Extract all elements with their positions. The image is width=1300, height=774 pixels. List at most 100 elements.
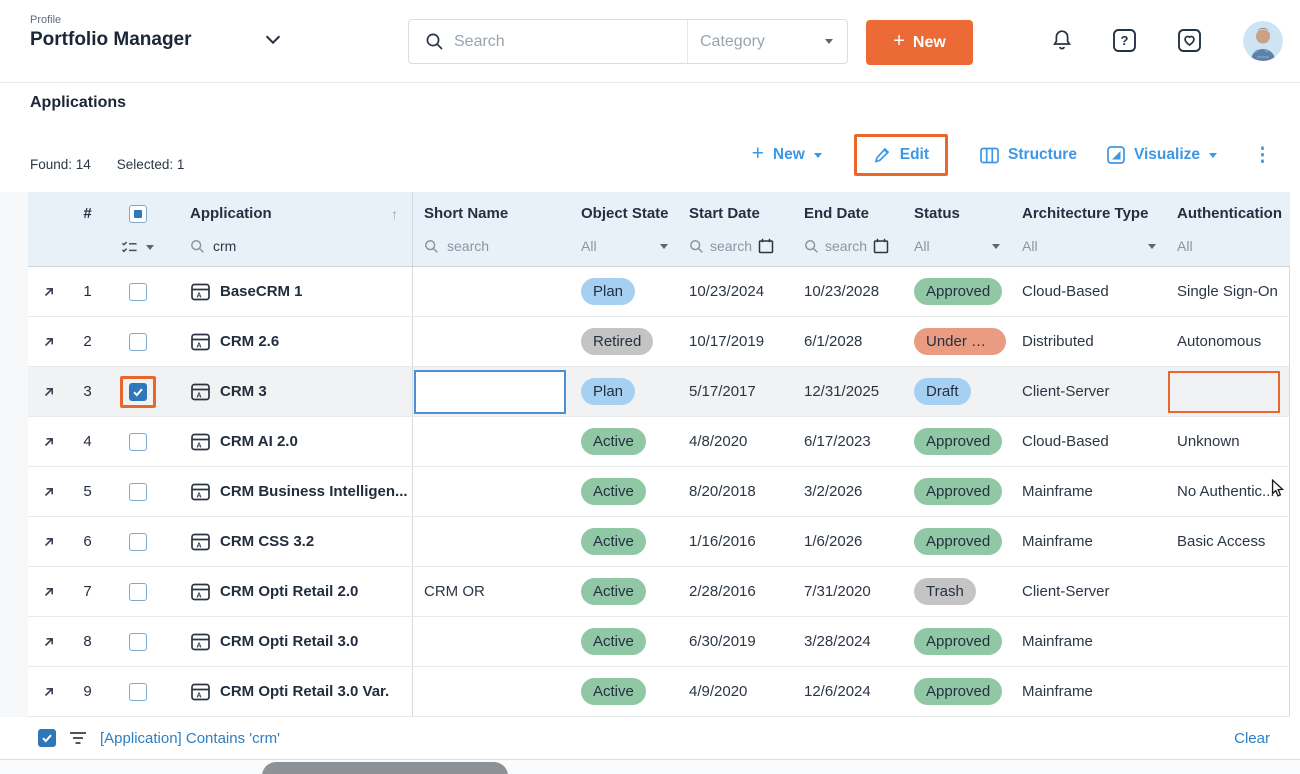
status-cell[interactable]: Approved [905,467,1012,516]
header-start-date[interactable]: Start Date search [680,192,795,266]
table-row[interactable]: 1 A BaseCRM 1 Plan 10/23/2024 10/23/2028 Appro… [28,267,1290,317]
visualize-button[interactable]: Visualize [1107,146,1217,164]
chevron-down-icon[interactable] [262,28,284,50]
profile-switcher[interactable]: Profile Portfolio Manager [30,14,192,51]
open-fact-sheet-icon[interactable] [28,567,70,616]
end-date-cell[interactable]: 12/31/2025 [804,383,880,400]
open-fact-sheet-icon[interactable] [28,617,70,666]
start-date-cell[interactable]: 2/28/2016 [689,583,756,600]
architecture-type-cell[interactable]: Mainframe [1022,683,1093,700]
start-date-cell[interactable]: 4/9/2020 [689,683,748,700]
open-fact-sheet-icon[interactable] [28,517,70,566]
start-date-cell[interactable]: 5/17/2017 [689,383,756,400]
start-date-filter[interactable]: search [689,238,795,254]
end-date-cell[interactable]: 10/23/2028 [804,283,880,300]
table-row[interactable]: 4 A CRM AI 2.0 Active 4/8/2020 6/17/2023 Appro… [28,417,1290,467]
application-cell[interactable]: A CRM 2.6 [170,317,413,366]
end-date-filter[interactable]: search [804,238,905,254]
clear-filter-button[interactable]: Clear [1234,729,1270,747]
object-state-cell[interactable]: Active [567,417,680,466]
architecture-type-cell[interactable]: Mainframe [1022,483,1093,500]
short-name-cell[interactable] [413,267,567,316]
architecture-type-cell[interactable]: Cloud-Based [1022,433,1109,450]
architecture-type-filter[interactable]: All [1022,238,1156,254]
row-checkbox[interactable] [128,482,147,501]
header-status[interactable]: Status All [905,192,1012,266]
end-date-cell[interactable]: 1/6/2026 [804,533,863,550]
row-select-cell[interactable] [105,617,170,666]
header-application[interactable]: Application ↑ crm [170,192,413,266]
whats-new-heart-icon[interactable] [1177,28,1202,53]
short-name-input[interactable] [414,370,566,414]
application-name[interactable]: CRM Opti Retail 3.0 Var. [220,683,390,700]
calendar-icon[interactable] [758,238,774,254]
object-state-cell[interactable]: Active [567,567,680,616]
application-cell[interactable]: A CRM CSS 3.2 [170,517,413,566]
start-date-cell[interactable]: 10/23/2024 [689,283,765,300]
status-cell[interactable]: Approved [905,617,1012,666]
row-select-cell[interactable] [105,567,170,616]
row-checkbox[interactable] [128,682,147,701]
table-row[interactable]: 7 A CRM Opti Retail 2.0 CRM OR Active 2/28/20… [28,567,1290,617]
end-date-cell[interactable]: 7/31/2020 [804,583,871,600]
row-checkbox[interactable] [128,582,147,601]
application-name[interactable]: CRM CSS 3.2 [220,533,315,550]
status-filter[interactable]: All [914,238,1000,254]
short-name-cell[interactable] [413,517,567,566]
row-checkbox[interactable] [128,382,147,401]
application-filter[interactable]: crm [190,238,398,254]
authentication-cell[interactable]: No Authentic... [1168,467,1290,516]
start-date-cell[interactable]: 8/20/2018 [689,483,756,500]
end-date-cell[interactable]: 6/1/2028 [804,333,863,350]
application-cell[interactable]: A CRM AI 2.0 [170,417,413,466]
short-name-cell[interactable] [413,317,567,366]
table-row[interactable]: 8 A CRM Opti Retail 3.0 Active 6/30/2019 3/28… [28,617,1290,667]
authentication-cell[interactable]: Autonomous [1168,317,1290,366]
start-date-cell[interactable]: 1/16/2016 [689,533,756,550]
search-input[interactable] [454,32,654,51]
selection-filter[interactable] [121,240,154,254]
select-all-checkbox[interactable] [128,205,147,223]
short-name-cell[interactable] [413,467,567,516]
row-select-cell[interactable] [105,267,170,316]
authentication-cell[interactable]: Single Sign-On [1168,267,1290,316]
table-row[interactable]: 9 A CRM Opti Retail 3.0 Var. Active 4/9/2020… [28,667,1290,717]
row-checkbox[interactable] [128,432,147,451]
application-filter-value[interactable]: crm [213,238,237,254]
application-cell[interactable]: A CRM Opti Retail 3.0 Var. [170,667,413,716]
row-checkbox[interactable] [128,282,147,301]
short-name-filter[interactable]: search [424,238,567,254]
row-checkbox[interactable] [128,532,147,551]
filter-enabled-checkbox[interactable] [38,729,56,747]
end-date-cell[interactable]: 3/2/2026 [804,483,863,500]
open-fact-sheet-icon[interactable] [28,667,70,716]
object-state-cell[interactable]: Plan [567,267,680,316]
authentication-cell[interactable]: Unknown [1168,417,1290,466]
start-date-cell[interactable]: 10/17/2019 [689,333,765,350]
open-fact-sheet-icon[interactable] [28,367,70,416]
application-name[interactable]: CRM 3 [220,383,267,400]
object-state-cell[interactable]: Active [567,517,680,566]
new-button[interactable]: + New [866,20,973,65]
active-filter-text[interactable]: [Application] Contains 'crm' [100,729,280,747]
application-name[interactable]: CRM 2.6 [220,333,280,350]
row-checkbox[interactable] [128,632,147,651]
application-cell[interactable]: A BaseCRM 1 [170,267,413,316]
authentication-cell[interactable] [1168,667,1290,716]
edit-button[interactable]: Edit [873,146,929,164]
start-date-cell[interactable]: 4/8/2020 [689,433,748,450]
avatar[interactable] [1243,21,1283,61]
row-select-cell[interactable] [105,667,170,716]
sort-ascending-icon[interactable]: ↑ [391,205,398,222]
architecture-type-cell[interactable]: Cloud-Based [1022,283,1109,300]
status-cell[interactable]: Approved [905,417,1012,466]
header-end-date[interactable]: End Date search [795,192,905,266]
row-select-cell[interactable] [105,417,170,466]
status-cell[interactable]: Approved [905,517,1012,566]
table-row[interactable]: 3 A CRM 3 Plan 5/17/2017 12/31/2025 Draft Clien… [28,367,1290,417]
table-new-button[interactable]: + New [752,142,822,166]
authentication-cell[interactable] [1168,567,1290,616]
architecture-type-cell[interactable]: Mainframe [1022,633,1093,650]
status-cell[interactable]: Draft [905,367,1012,416]
short-name-cell[interactable] [413,367,567,416]
